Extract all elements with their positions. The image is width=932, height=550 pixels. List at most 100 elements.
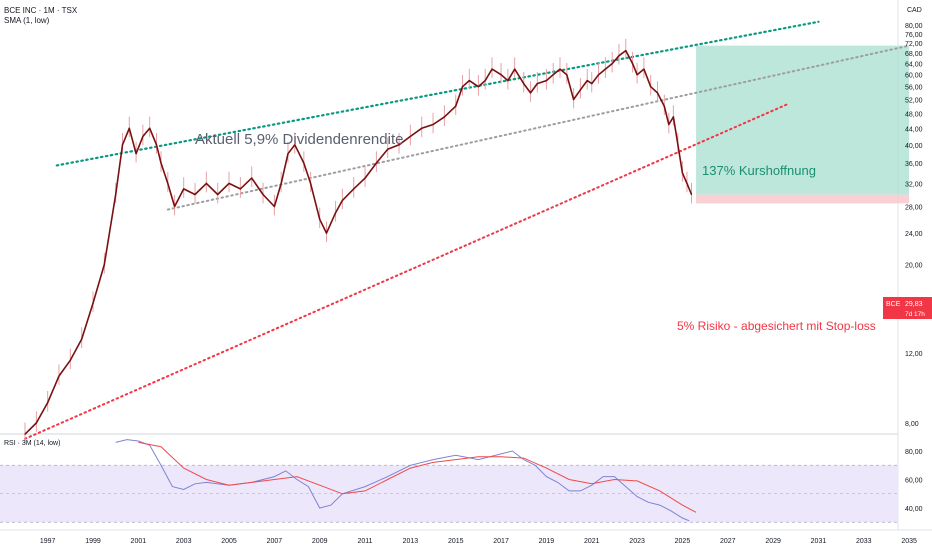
price-tick-label: 20,00	[905, 263, 923, 270]
price-point	[92, 302, 94, 304]
time-tick-label: 2003	[176, 538, 192, 545]
price-point	[681, 172, 684, 174]
price-point	[398, 144, 400, 146]
price-point	[484, 79, 486, 82]
price-point	[523, 82, 525, 85]
rsi-slow-line	[138, 441, 697, 513]
upper-channel-line	[55, 20, 820, 167]
price-point	[677, 144, 679, 146]
price-tick-label: 56,00	[905, 85, 923, 92]
time-tick-label: 2031	[811, 538, 827, 545]
time-tick-label: 2007	[267, 538, 283, 545]
price-tick-label: 8,00	[905, 421, 919, 428]
indicator-header: SMA (1, low)	[4, 16, 50, 25]
price-point	[631, 62, 634, 65]
price-tick-label: 76,00	[905, 32, 923, 39]
price-point	[47, 402, 49, 404]
price-point	[205, 182, 207, 184]
badge-price: 29,83	[905, 301, 923, 308]
price-point	[167, 182, 169, 184]
price-point	[597, 74, 600, 76]
time-tick-label: 2027	[720, 538, 736, 545]
price-point	[618, 55, 620, 57]
price-point	[690, 193, 693, 196]
rsi-tick-label: 60,00	[905, 478, 923, 485]
price-point	[477, 86, 479, 88]
price-point	[239, 188, 241, 190]
time-tick-label: 1997	[40, 538, 56, 545]
price-badge	[883, 297, 932, 319]
time-tick-label: 2023	[629, 538, 645, 545]
price-point	[149, 127, 151, 129]
dividend-annotation: Aktuell 5,9% Dividendenrendite	[195, 131, 403, 148]
price-point	[573, 98, 575, 101]
price-point	[341, 199, 343, 201]
price-point	[552, 74, 554, 76]
price-point	[491, 68, 493, 70]
price-point	[409, 135, 411, 137]
currency-label: CAD	[907, 7, 922, 14]
price-point	[280, 182, 282, 184]
price-point	[128, 127, 130, 129]
price-point	[319, 218, 321, 220]
time-tick-label: 2017	[493, 538, 509, 545]
price-point	[115, 193, 117, 196]
price-point	[650, 86, 652, 88]
price-tick-label: 24,00	[905, 231, 923, 238]
time-tick-label: 2019	[539, 538, 555, 545]
time-tick-label: 2005	[221, 538, 237, 545]
rsi-tick-label: 40,00	[905, 506, 923, 513]
time-tick-label: 2013	[403, 538, 419, 545]
price-tick-label: 32,00	[905, 181, 923, 188]
price-point	[69, 359, 71, 361]
price-point	[643, 68, 645, 70]
price-point	[251, 177, 253, 179]
risk-zone	[696, 194, 910, 204]
price-point	[155, 144, 158, 146]
price-point	[58, 375, 60, 377]
price-tick-label: 12,00	[905, 351, 923, 358]
price-point	[325, 232, 328, 234]
price-tick-label: 68,00	[905, 51, 923, 58]
lower-channel-line	[24, 103, 788, 440]
time-tick-label: 2021	[584, 538, 600, 545]
price-point	[591, 82, 593, 85]
price-point	[217, 193, 219, 196]
price-tick-label: 44,00	[905, 126, 923, 133]
time-tick-label: 2009	[312, 538, 328, 545]
rsi-fast-line	[115, 439, 690, 522]
price-point	[566, 74, 568, 76]
price-point	[579, 89, 582, 91]
time-tick-label: 2001	[131, 538, 147, 545]
rsi-header: RSI · 3M (14, low)	[4, 440, 60, 447]
time-tick-label: 2015	[448, 538, 464, 545]
time-tick-label: 2011	[358, 538, 373, 545]
time-tick-label: 2035	[901, 538, 917, 545]
price-point	[611, 62, 613, 65]
price-series-line	[24, 49, 693, 435]
price-tick-label: 60,00	[905, 73, 923, 80]
price-point	[586, 79, 588, 82]
price-point	[183, 188, 185, 190]
price-point	[303, 162, 305, 164]
price-point	[455, 105, 457, 107]
price-point	[461, 86, 464, 88]
price-point	[604, 68, 606, 70]
price-point	[545, 79, 548, 82]
price-point	[432, 123, 434, 126]
mid-channel-line	[166, 44, 911, 211]
price-point	[174, 205, 176, 208]
price-point	[514, 68, 516, 70]
price-tick-label: 52,00	[905, 97, 923, 104]
price-tick-label: 64,00	[905, 62, 923, 69]
price-point	[334, 212, 337, 214]
price-point	[375, 162, 377, 164]
price-point	[443, 116, 445, 118]
price-tick-label: 80,00	[905, 23, 923, 30]
price-point	[364, 177, 366, 179]
price-point	[529, 92, 532, 94]
price-point	[507, 79, 509, 82]
badge-ticker: BCE	[886, 301, 901, 308]
price-point	[672, 116, 674, 118]
